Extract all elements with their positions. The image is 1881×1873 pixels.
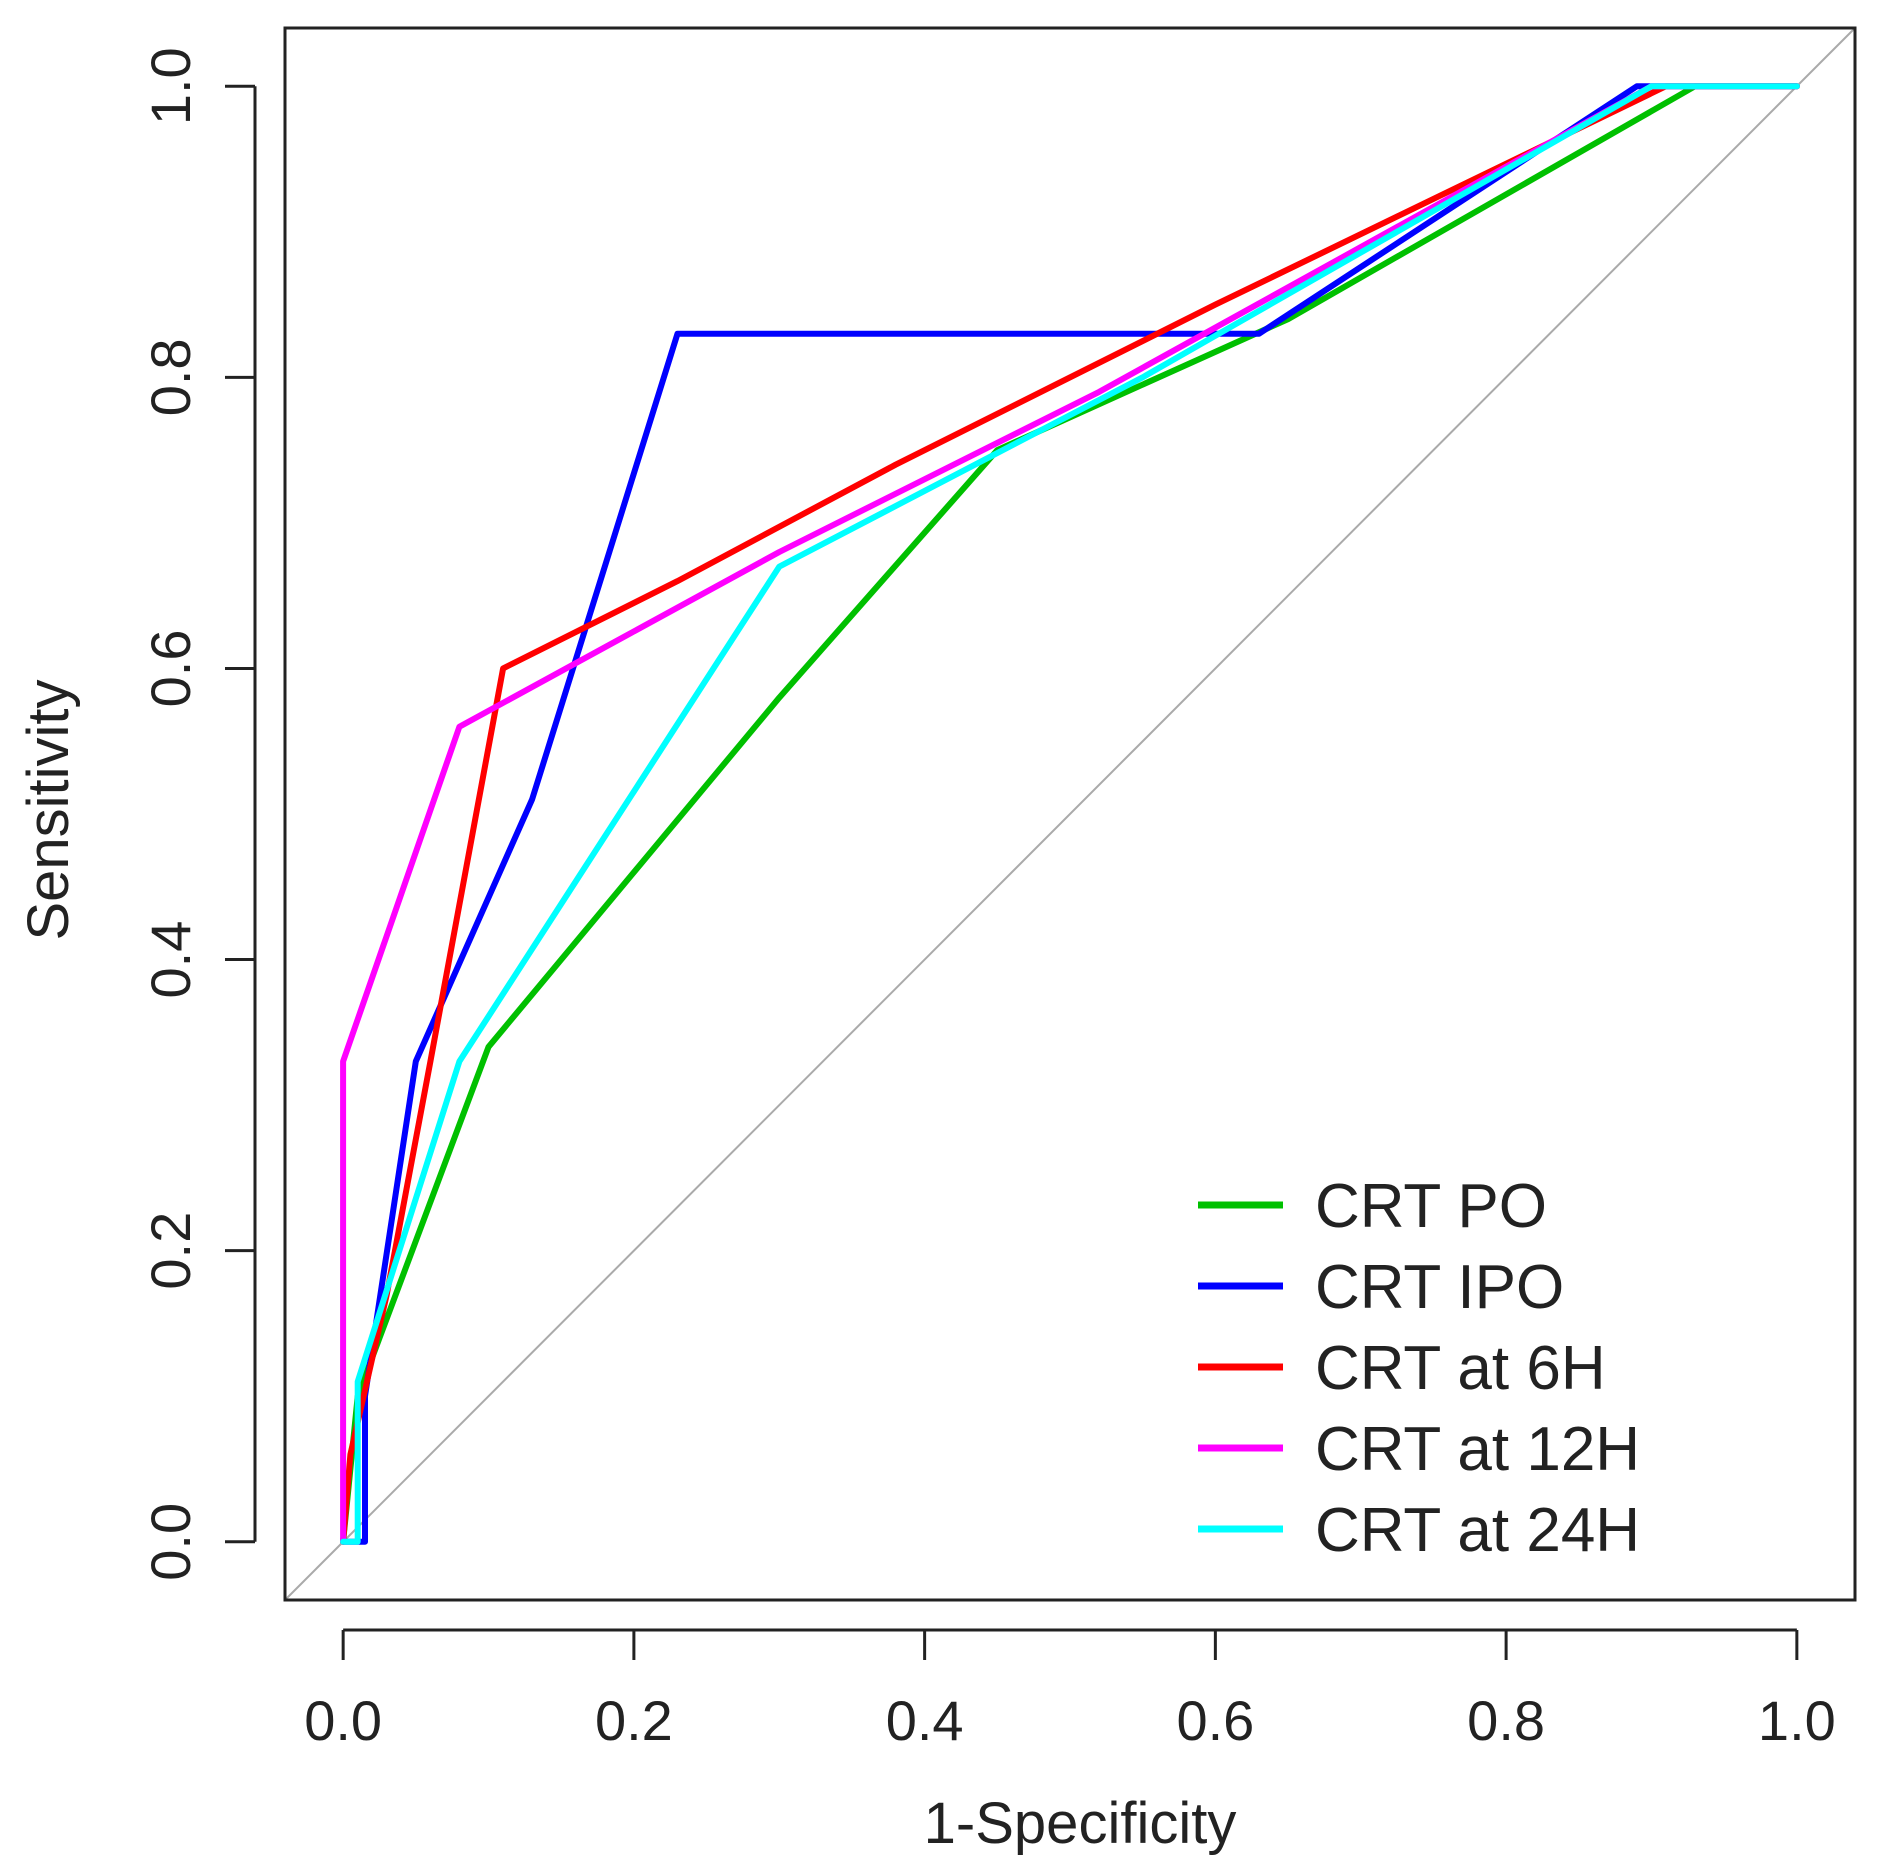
y-tick-label-0: 0.0 (139, 1503, 202, 1581)
legend-label-3: CRT at 12H (1315, 1415, 1640, 1484)
x-tick-label-0: 0.0 (304, 1689, 382, 1752)
x-tick-label-1: 0.2 (595, 1689, 673, 1752)
y-tick-label-2: 0.4 (139, 921, 202, 999)
y-tick-label-5: 1.0 (139, 47, 202, 125)
y-axis: 0.0 0.2 0.4 0.6 0.8 1.0 (139, 47, 257, 1581)
x-tick-label-3: 0.6 (1176, 1689, 1254, 1752)
legend-label-4: CRT at 24H (1315, 1496, 1640, 1565)
x-axis-title: 1-Specificity (924, 1791, 1237, 1856)
x-tick-label-2: 0.4 (886, 1689, 964, 1752)
y-tick-label-1: 0.2 (139, 1212, 202, 1290)
x-axis: 0.0 0.2 0.4 0.6 0.8 1.0 (304, 1628, 1836, 1752)
reference-diagonal (284, 27, 1856, 1601)
legend-label-2: CRT at 6H (1315, 1334, 1606, 1403)
series-line-2 (340, 83, 1800, 1545)
y-axis-title: Sensitivity (16, 679, 81, 940)
y-tick-label-4: 0.8 (139, 338, 202, 416)
plot-layer (284, 27, 1856, 1601)
y-tick-label-3: 0.6 (139, 630, 202, 708)
legend-label-0: CRT PO (1315, 1172, 1547, 1241)
legend: CRT PO CRT IPO CRT at 6H CRT at 12H CRT at 2… (1198, 1172, 1640, 1565)
series-line-4 (340, 83, 1800, 1545)
x-tick-label-4: 0.8 (1467, 1689, 1545, 1752)
plot-frame (283, 26, 1857, 1602)
x-tick-label-5: 1.0 (1758, 1689, 1836, 1752)
legend-label-1: CRT IPO (1315, 1253, 1564, 1322)
